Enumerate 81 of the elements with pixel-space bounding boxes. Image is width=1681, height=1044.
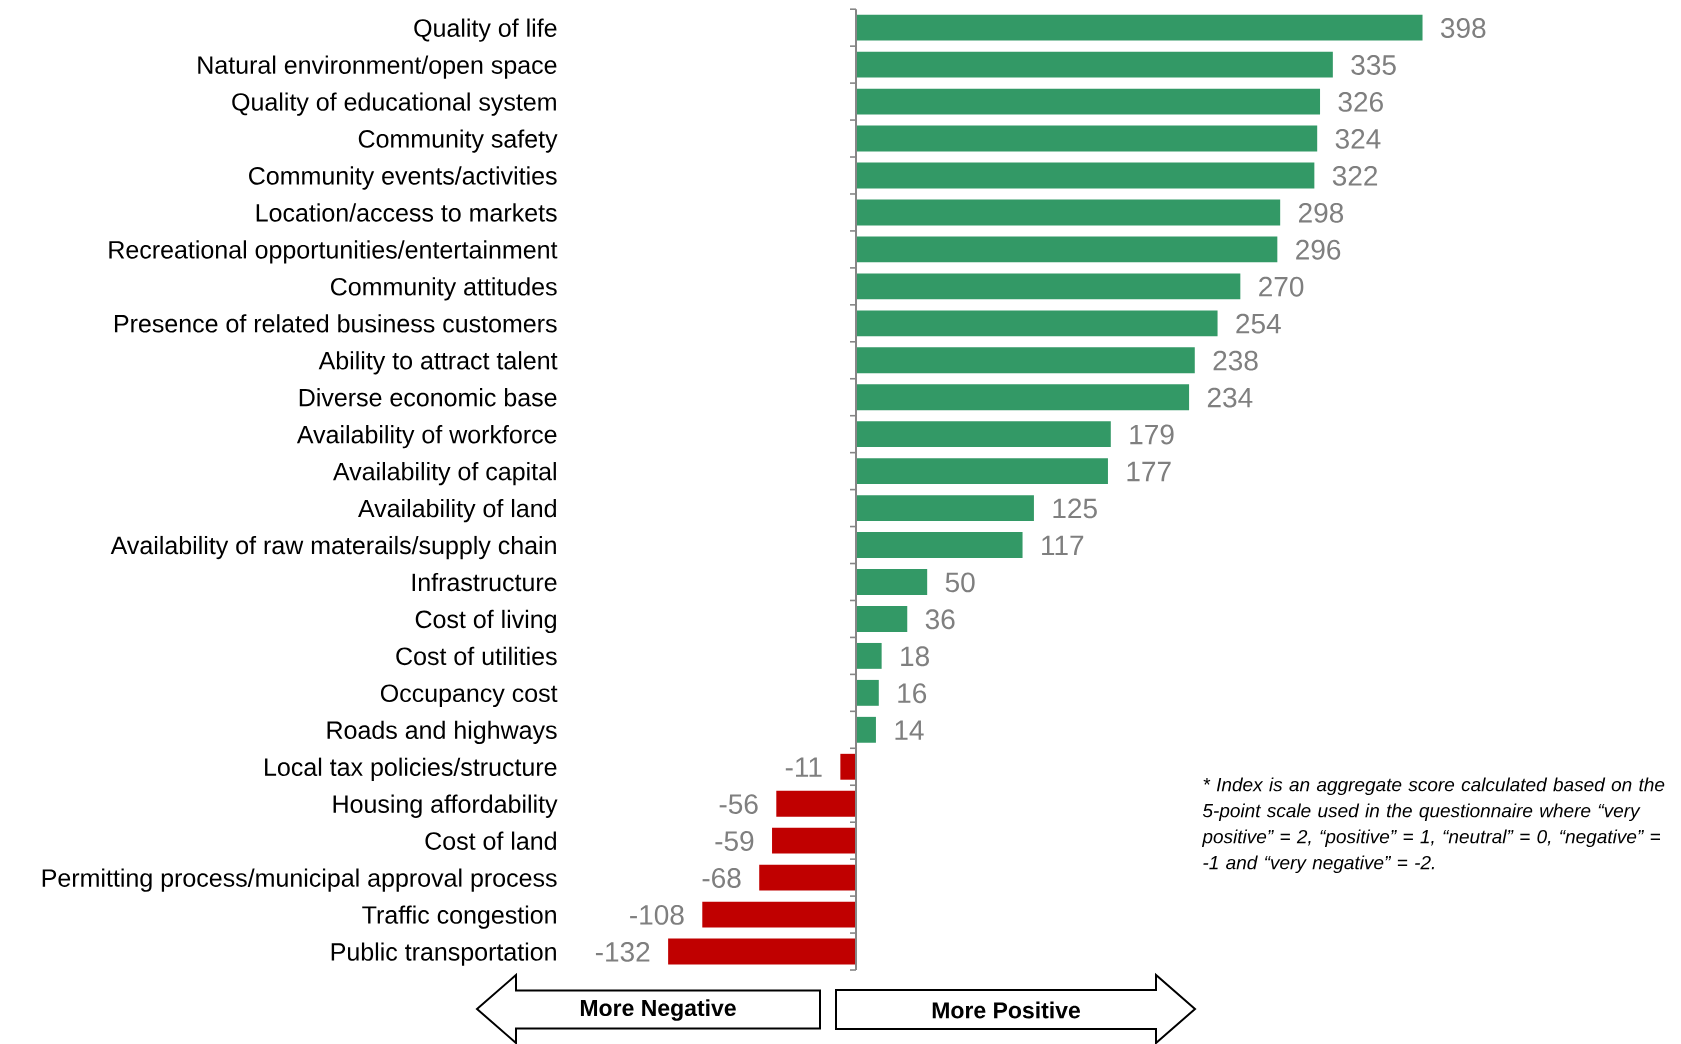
data-label: -68 [702,868,741,888]
y-tick-label: Cost of utilities [396,646,557,666]
data-label: 326 [1338,92,1383,112]
y-tick-label: Presence of related business customers [114,314,557,333]
bar [856,236,1278,263]
y-tick-label: Community attitudes [330,277,557,301]
y-tick-label: Location/access to markets [256,203,557,222]
data-label: 36 [925,609,955,630]
y-tick-label: Availability of capital [333,462,556,486]
y-tick-label: Quality of life [414,18,557,42]
bar [856,162,1315,189]
y-tick-label: Recreational opportunities/entertainment [109,240,558,264]
y-tick-label: Natural environment/open space [198,55,557,79]
y-tick-label: Cost of living [415,609,556,634]
y-tick-label: Permitting process/municipal approval process [42,868,557,892]
y-tick-label: Availability of land [358,498,556,523]
data-label: 14 [895,720,924,740]
data-label: -59 [715,831,754,851]
y-tick-label: Traffic congestion [362,905,556,929]
bar [856,532,1023,558]
bar [856,125,1318,152]
bar [856,495,1034,522]
bar [856,88,1321,115]
data-label: -56 [719,794,758,814]
bar [856,642,882,669]
bar [702,901,857,928]
data-label: 298 [1298,202,1344,223]
data-label: 117 [1042,535,1084,556]
bar [759,864,857,891]
data-label: 177 [1127,461,1171,482]
data-label: 179 [1130,424,1174,445]
bar [840,753,857,780]
data-label: 50 [945,572,975,593]
bar [856,384,1190,411]
data-label: 398 [1440,18,1486,38]
data-label: 18 [901,646,929,667]
bar [856,199,1281,226]
data-label: -108 [630,905,684,925]
y-tick-label: Community safety [358,129,558,153]
data-label: -132 [595,941,650,962]
bar [856,458,1108,485]
y-tick-label: Local tax policies/structure [265,757,557,781]
data-label: 234 [1207,387,1253,408]
data-label: 16 [898,683,927,704]
bar [856,51,1333,78]
y-tick-label: Public transportation [331,942,556,966]
y-tick-label: Ability to attract talent [318,351,558,375]
data-label: 125 [1053,498,1097,519]
bar [856,679,879,706]
y-tick-label: Availability of raw materails/supply chain [110,535,556,560]
bar [776,790,857,817]
data-label: 238 [1213,350,1258,371]
y-tick-label: Housing affordability [333,794,558,818]
bar [856,716,876,743]
bar [856,347,1195,374]
y-tick-label: Infrastructure [412,572,557,592]
text: More Negative [580,999,736,1021]
y-tick-label: Quality of educational system [232,92,556,116]
bar [856,273,1241,300]
y-tick-label: Availability of workforce [296,425,557,449]
bar [856,569,928,595]
data-label: 254 [1236,313,1281,334]
data-label: 296 [1296,239,1341,260]
y-tick-label: Community events/activities [249,166,557,190]
bar [856,14,1423,41]
data-label: -11 [785,757,822,777]
annotation: * Index is an aggregate score calculated based on the 5-point scale used in the questionnaire where “very positive” = 2, “positive” = 1, “neutral” = 0, “negative” = -1 and “very negative” = -2. [1201,777,1665,874]
y-tick-label: Cost of land [425,831,556,850]
bar [856,606,908,632]
y-tick-label: Roads and highways [327,720,557,744]
bar [772,827,857,854]
bar [856,421,1111,448]
data-label: 322 [1332,165,1378,186]
y-tick-label: Diverse economic base [299,388,557,407]
data-label: 324 [1335,128,1381,149]
text: More Positive [932,1001,1080,1019]
bar [668,938,857,965]
data-label: 335 [1351,55,1396,75]
y-tick-label: Occupancy cost [380,684,558,708]
bar [856,310,1218,337]
data-label: 270 [1259,276,1304,297]
